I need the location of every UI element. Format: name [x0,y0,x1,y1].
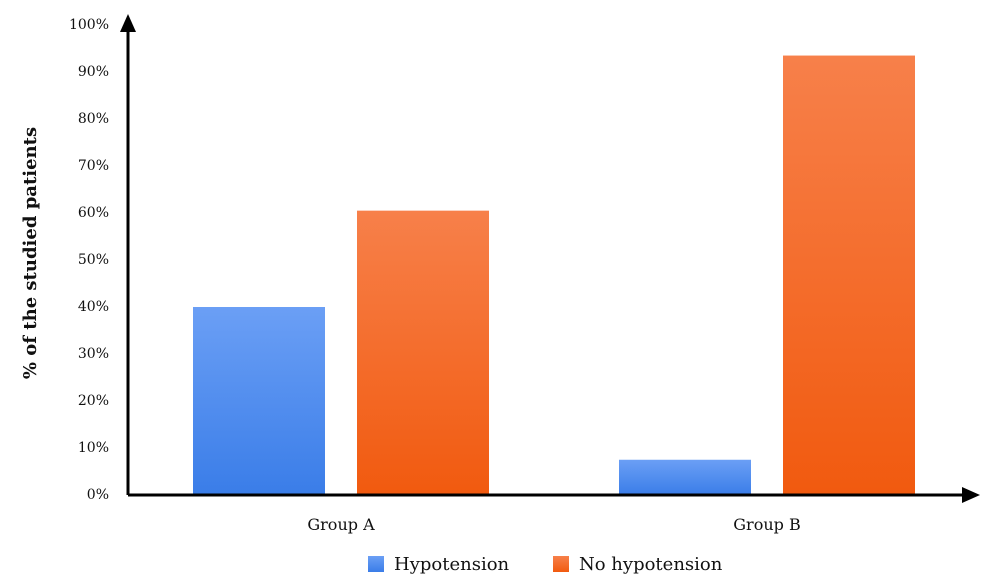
legend-label: No hypotension [579,554,723,575]
y-tick-label: 20% [78,393,109,409]
bars [193,55,915,496]
bar-hypotension-group-b [619,459,751,495]
y-tick-label: 80% [78,111,109,127]
legend: Hypotension No hypotension [368,554,723,575]
y-tick-label: 90% [78,64,109,80]
y-tick-label: 50% [78,252,109,268]
y-tick-label: 100% [69,17,109,33]
x-category-label: Group A [307,515,375,534]
legend-swatch-no-hypotension [553,556,569,572]
y-axis-arrow [120,14,136,32]
y-tick-label: 40% [78,299,109,315]
legend-swatch-hypotension [368,556,384,572]
y-tick-label: 0% [87,487,109,503]
x-axis-arrow [962,487,980,503]
y-tick-label: 10% [78,440,109,456]
y-axis-ticks: 0% 10% 20% 30% 40% 50% 60% 70% 80% 90% 100% [69,17,109,503]
y-tick-label: 60% [78,205,109,221]
x-axis-categories: Group A Group B [307,515,800,534]
x-category-label: Group B [733,515,800,534]
bar-hypotension-group-a [193,307,325,495]
bar-no-hypotension-group-b [783,55,915,496]
y-tick-label: 30% [78,346,109,362]
legend-label: Hypotension [394,554,510,575]
bar-no-hypotension-group-a [357,210,489,495]
y-axis-title: % of the studied patients [20,127,41,379]
y-tick-label: 70% [78,158,109,174]
